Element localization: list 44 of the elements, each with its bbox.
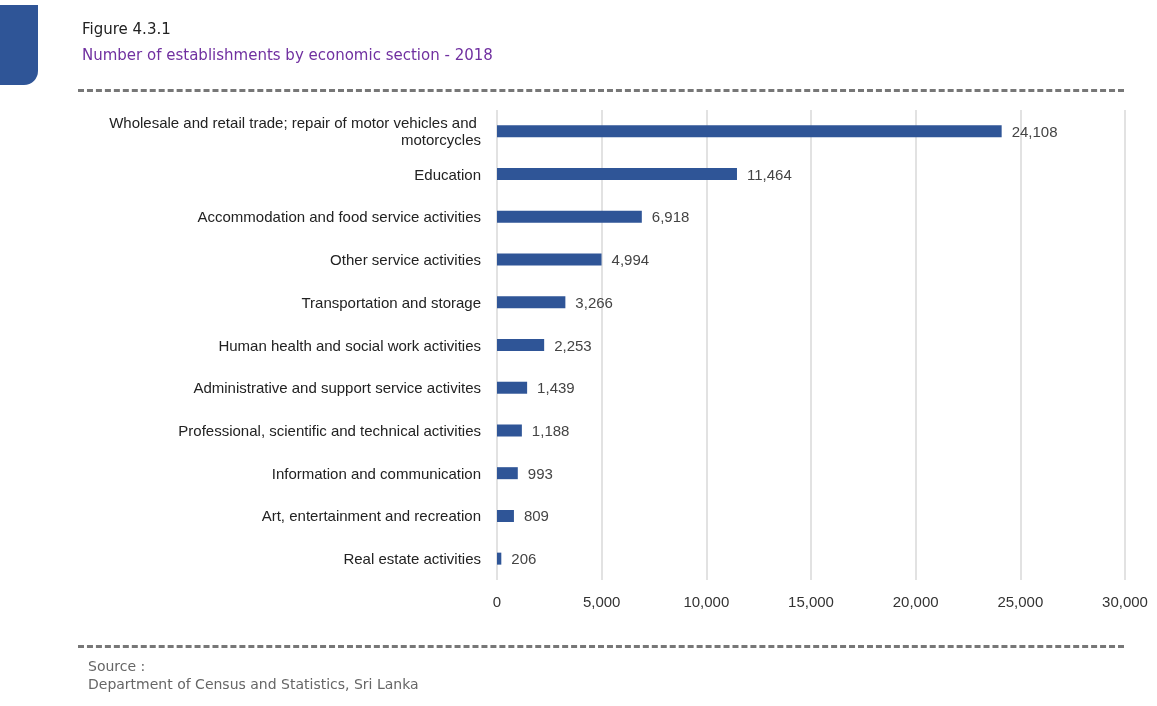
text: Figure 4.3.1 <box>82 20 171 38</box>
bar <box>497 467 518 480</box>
x-tick-label: 30,000 <box>1102 593 1148 610</box>
data-label: 1,439 <box>537 379 575 397</box>
data-label: 4,994 <box>611 251 650 269</box>
y-tick-label: Art, entertainment and recreation <box>261 507 481 525</box>
x-tick-label: 0 <box>492 593 502 610</box>
data-label: 206 <box>511 550 537 568</box>
x-tick-label: 15,000 <box>788 593 834 610</box>
data-label: 11,464 <box>746 165 792 183</box>
data-label: 3,266 <box>575 293 613 311</box>
y-tick-label: Administrative and support service activites <box>193 379 481 397</box>
y-tick-label: Wholesale and retail trade; repair of motor vehicles and motorcycles <box>109 114 481 149</box>
y-tick-label: Education <box>414 165 481 183</box>
bar <box>497 125 1002 138</box>
y-tick-label: Professional, scientific and technical activities <box>178 421 481 439</box>
y-tick-label: Transportation and storage <box>301 293 481 311</box>
data-label: 1,188 <box>531 421 570 439</box>
bar <box>497 210 642 223</box>
source-note: Source : <box>88 657 147 675</box>
x-tick-label: 25,000 <box>997 593 1044 610</box>
x-tick-label: 10,000 <box>683 593 730 610</box>
y-tick-label: Information and communication <box>271 464 481 482</box>
bar <box>497 381 528 394</box>
bar <box>497 253 602 266</box>
data-label: 24,108 <box>1011 122 1058 140</box>
data-label: 2,253 <box>554 336 592 354</box>
y-tick-label: Real estate activities <box>343 550 481 568</box>
bar <box>497 552 502 565</box>
text: Number of establishments by economic section - 2018 <box>82 46 493 64</box>
data-label: 6,918 <box>651 208 690 226</box>
text: Department of Census and Statistics, Sri Lanka <box>88 675 419 693</box>
data-label: 993 <box>527 464 553 482</box>
x-tick-label: 20,000 <box>892 593 939 610</box>
bar <box>497 424 522 437</box>
y-tick-label: Other service activities <box>330 251 481 269</box>
y-tick-label: Human health and social work activities <box>218 336 481 354</box>
bar <box>497 509 514 522</box>
data-label: 809 <box>523 507 549 525</box>
bar <box>497 339 545 351</box>
y-tick-label: Accommodation and food service activities <box>197 208 481 226</box>
bar <box>497 296 566 309</box>
bar <box>497 168 737 181</box>
x-tick-label: 5,000 <box>582 593 621 610</box>
